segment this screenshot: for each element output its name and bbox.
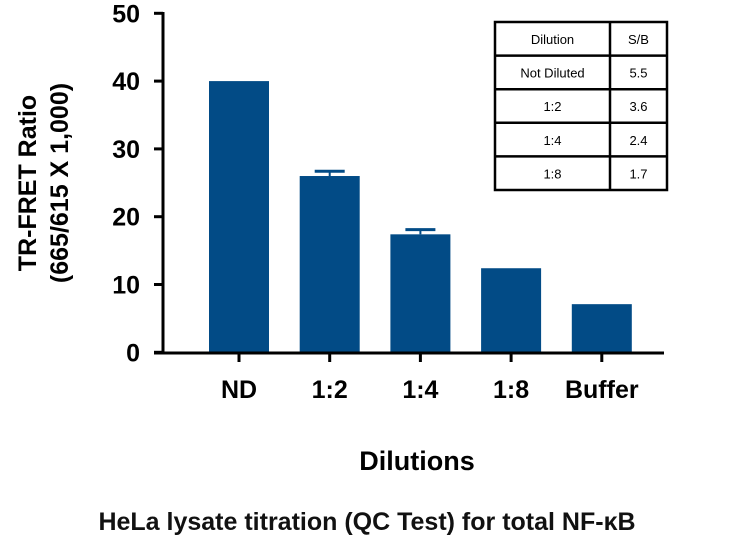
caption: HeLa lysate titration (QC Test) for tota… (98, 508, 635, 536)
table-cell-dilution: 1:2 (543, 99, 561, 114)
y-tick-label: 50 (112, 0, 140, 28)
bar-Buffer (571, 304, 632, 353)
x-tick-label: Buffer (565, 376, 639, 404)
y-tick-label: 30 (112, 136, 140, 164)
y-tick-label: 0 (126, 339, 140, 367)
y-axis-label-line1: TR-FRET Ratio (14, 95, 42, 271)
bar-1:4 (390, 234, 451, 353)
table-cell-sb: 3.6 (629, 99, 647, 114)
table-cell-dilution: 1:4 (543, 133, 561, 148)
y-tick-label: 40 (112, 68, 140, 96)
table-cell-dilution: 1:8 (543, 166, 561, 181)
bar-1:2 (299, 176, 360, 353)
y-tick-label: 20 (112, 204, 140, 232)
table-header-sb: S/B (628, 32, 649, 47)
table-cell-sb: 2.4 (629, 133, 647, 148)
x-tick-label: 1:2 (312, 376, 348, 404)
table-cell-sb: 5.5 (629, 66, 647, 81)
x-tick-label: 1:8 (493, 376, 529, 404)
x-axis-label: Dilutions (359, 446, 475, 476)
y-tick-label: 10 (112, 272, 140, 300)
x-tick-label: 1:4 (402, 376, 438, 404)
x-tick-label: ND (221, 376, 257, 404)
bar-ND (209, 81, 269, 353)
table-border (493, 20, 669, 192)
table-cell-sb: 1.7 (629, 166, 647, 181)
bar-1:8 (481, 268, 542, 353)
table-header-dilution: Dilution (531, 32, 574, 47)
y-axis-label-line2: (665/615 X 1,000) (46, 83, 74, 283)
inset-table: Dilution S/B Not Diluted 5.5 1:2 3.6 1:4 2.4 1:8… (493, 20, 669, 192)
table-cell-dilution: Not Diluted (520, 66, 584, 81)
